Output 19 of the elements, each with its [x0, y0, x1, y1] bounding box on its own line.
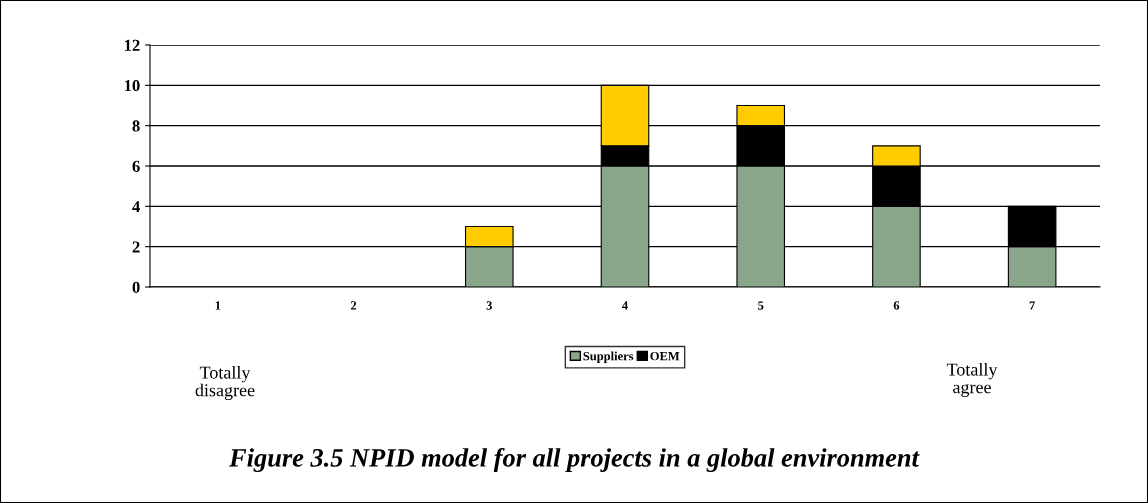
- x-tick-label: 6: [893, 301, 900, 310]
- y-tick-label: 6: [132, 160, 140, 172]
- x-tick-label: 3: [486, 301, 492, 310]
- x-tick-label: 2: [350, 301, 357, 310]
- text: Figure 3.5 NPID model for all projects in a global environment: [229, 447, 920, 473]
- y-tick-label: 10: [124, 80, 140, 92]
- y-tick-label: 0: [132, 281, 140, 293]
- y-tick-label: 12: [124, 39, 140, 51]
- legend-label: Suppliers: [583, 351, 634, 363]
- y-tick-label: 2: [132, 241, 140, 253]
- text: Totally agree: [946, 362, 998, 398]
- legend-label: OEM: [650, 351, 680, 361]
- x-tick-label: 7: [1029, 301, 1035, 310]
- x-tick-label: 5: [758, 301, 764, 310]
- text: Totally disagree: [195, 365, 255, 401]
- y-tick-label: 4: [132, 201, 140, 213]
- y-tick-label: 8: [132, 120, 140, 132]
- x-tick-label: 1: [215, 301, 221, 310]
- x-tick-label: 4: [622, 301, 628, 310]
